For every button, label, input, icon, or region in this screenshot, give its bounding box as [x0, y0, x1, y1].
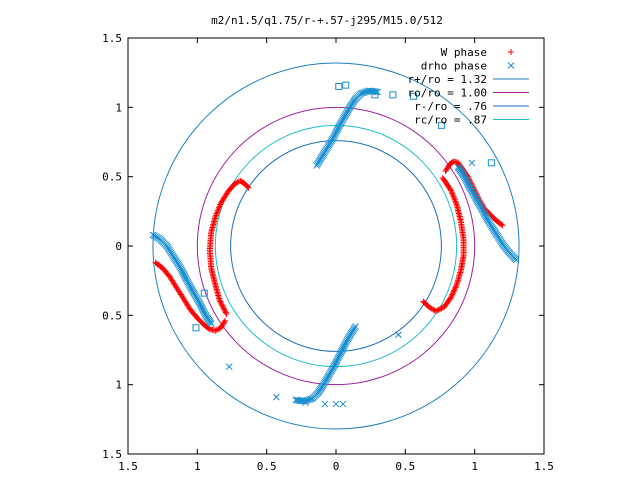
y-tick-label: 0.5 — [102, 309, 122, 322]
data-point-square — [437, 121, 445, 129]
data-point-plus — [508, 49, 514, 55]
legend-label: drho phase — [421, 60, 487, 73]
data-point-plus — [216, 325, 223, 332]
y-tick-label: 1.5 — [102, 448, 122, 461]
series-layer — [149, 81, 520, 408]
data-point-plus — [220, 305, 227, 312]
x-tick-label: 1.5 — [118, 460, 138, 473]
data-point-cross — [468, 159, 476, 167]
data-point-plus — [449, 291, 456, 298]
x-tick-label: 1 — [471, 460, 478, 473]
data-point-cross — [225, 363, 233, 370]
data-point-plus — [217, 298, 224, 305]
data-point-plus — [498, 221, 505, 228]
data-point-plus — [218, 301, 225, 308]
data-point-square — [335, 83, 343, 91]
reference-circle — [214, 124, 458, 368]
chart-title: m2/n1.5/q1.75/r-+.57-j295/M15.0/512 — [211, 14, 443, 27]
data-point-square — [389, 91, 397, 99]
data-point-cross — [332, 400, 340, 408]
x-tick-label: 0 — [333, 460, 340, 473]
legend-label: r-/ro = .76 — [414, 100, 487, 113]
data-point-cross — [295, 397, 302, 404]
data-point-cross — [321, 400, 329, 408]
x-tick-label: 0.5 — [257, 460, 277, 473]
data-point-square — [410, 92, 418, 100]
data-point-plus — [217, 324, 224, 331]
data-point-plus — [453, 281, 460, 288]
data-point-plus — [447, 186, 454, 193]
data-point-square — [342, 81, 350, 89]
data-point-plus — [420, 298, 427, 305]
data-point-plus — [452, 284, 459, 291]
data-point-cross — [292, 396, 300, 404]
data-point-cross — [454, 163, 462, 171]
data-point-cross — [207, 320, 215, 328]
data-point-square — [200, 289, 208, 297]
data-point-square — [487, 159, 495, 167]
data-point-plus — [439, 304, 446, 311]
x-tick-label: 0.5 — [395, 460, 415, 473]
data-point-plus — [219, 304, 226, 311]
data-point-plus — [441, 304, 448, 311]
data-point-plus — [219, 302, 226, 309]
data-point-plus — [231, 180, 238, 187]
tick-layer: 1.5 1 0.5 0 0.5 1 1.51.510.500.511.5 — [102, 32, 554, 473]
legend-label: W phase — [441, 46, 487, 59]
data-point-plus — [421, 299, 428, 306]
data-point-plus — [451, 285, 458, 292]
x-tick-label: 1 — [194, 460, 201, 473]
x-tick-label: 1.5 — [534, 460, 554, 473]
data-point-plus — [437, 306, 443, 313]
reference-circle — [196, 106, 476, 386]
data-point-cross — [302, 399, 309, 407]
data-point-plus — [215, 326, 222, 333]
data-point-square — [371, 91, 379, 99]
data-point-cross — [507, 62, 515, 69]
series-cross — [149, 81, 520, 408]
data-point-plus — [448, 292, 455, 299]
data-point-plus — [453, 283, 460, 290]
data-point-cross — [339, 400, 347, 408]
y-tick-label: 1 — [115, 101, 122, 114]
y-tick-label: 0 — [115, 240, 122, 253]
data-point-plus — [222, 309, 229, 316]
data-point-plus — [245, 184, 252, 191]
y-tick-label: 1 — [115, 379, 122, 392]
data-point-plus — [233, 179, 240, 186]
y-tick-label: 1.5 — [102, 32, 122, 45]
data-point-plus — [438, 305, 445, 312]
data-point-cross — [395, 331, 402, 339]
data-point-cross — [293, 396, 301, 404]
reference-circle — [230, 140, 442, 352]
legend-label: r+/ro = 1.32 — [408, 73, 487, 86]
data-point-plus — [244, 183, 251, 190]
data-point-plus — [451, 287, 458, 294]
legend-label: ro/ro = 1.00 — [408, 87, 487, 100]
data-point-plus — [449, 290, 456, 297]
data-point-cross — [273, 393, 280, 401]
data-point-plus — [153, 260, 160, 267]
data-point-square — [192, 324, 200, 332]
legend-label: rc/ro = .87 — [414, 114, 487, 127]
data-point-plus — [435, 306, 442, 313]
reference-circle — [152, 62, 520, 430]
data-point-plus — [223, 310, 230, 317]
data-point-plus — [450, 288, 457, 295]
data-point-plus — [217, 299, 224, 306]
data-point-plus — [221, 306, 228, 313]
data-point-plus — [499, 222, 506, 229]
data-point-plus — [222, 308, 229, 315]
y-tick-label: 0.5 — [102, 171, 122, 184]
data-point-plus — [152, 259, 159, 266]
